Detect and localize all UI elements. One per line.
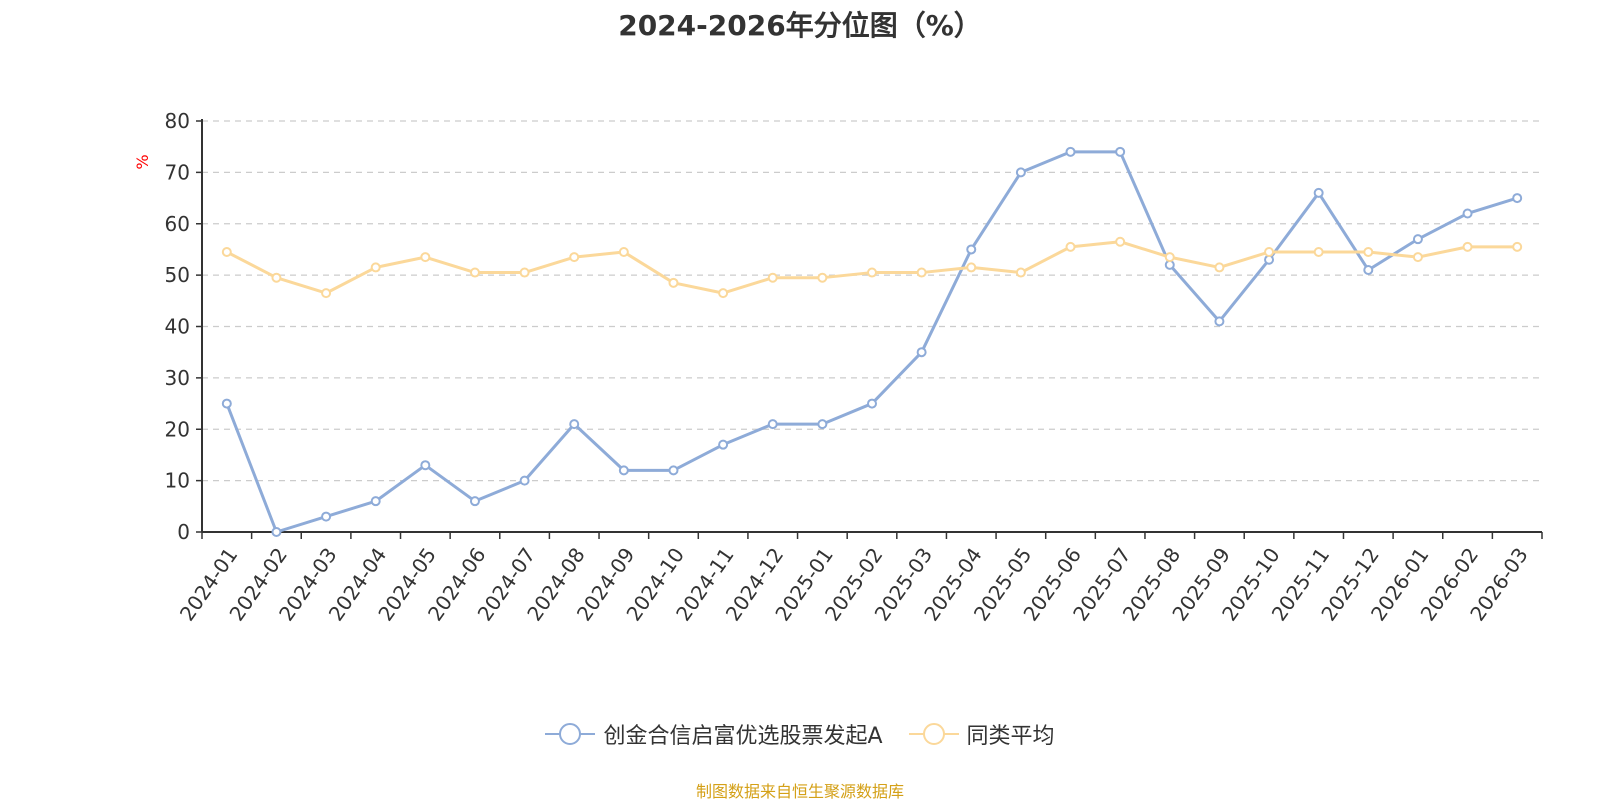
legend-label-average: 同类平均 <box>966 724 1055 749</box>
chart-legend: 创金合信启富优选股票发起A 同类平均 <box>0 718 1600 750</box>
data-point-s0-2024-12[interactable] <box>767 419 778 430</box>
data-point-s1-2024-06[interactable] <box>469 267 480 278</box>
chart-title: 2024-2026年分位图（%） <box>618 9 982 42</box>
data-source-note: 制图数据来自恒生聚源数据库 <box>695 782 904 801</box>
data-point-s1-2025-04[interactable] <box>966 262 977 273</box>
data-point-s0-2024-07[interactable] <box>519 475 530 486</box>
data-point-s0-2025-05[interactable] <box>1015 167 1026 178</box>
legend-label-fund: 创金合信启富优选股票发起A <box>603 724 883 749</box>
data-point-s0-2025-03[interactable] <box>916 347 927 358</box>
data-point-s1-2025-02[interactable] <box>867 267 877 278</box>
data-point-s1-2025-12[interactable] <box>1363 247 1374 258</box>
data-point-s0-2024-04[interactable] <box>370 496 381 507</box>
data-point-s0-2025-06[interactable] <box>1065 146 1076 157</box>
data-point-s0-2024-10[interactable] <box>668 465 679 476</box>
y-tick-label-60: 60 <box>165 212 190 236</box>
y-tick-label-70: 70 <box>165 160 190 184</box>
data-point-s0-2025-01[interactable] <box>817 419 828 430</box>
y-tick-label-40: 40 <box>165 315 190 339</box>
legend-item-fund[interactable]: 创金合信启富优选股票发起A <box>545 718 883 750</box>
series-line-1 <box>226 240 1518 295</box>
series-line-0 <box>225 150 1518 534</box>
data-point-s1-2024-02[interactable] <box>271 272 282 283</box>
data-point-s1-2025-10[interactable] <box>1264 247 1275 258</box>
data-point-s0-2026-01[interactable] <box>1412 234 1423 245</box>
y-tick-label-10: 10 <box>165 469 190 493</box>
data-point-s0-2026-02[interactable] <box>1462 208 1473 219</box>
data-point-s1-2026-01[interactable] <box>1412 252 1423 263</box>
data-point-s0-2024-02[interactable] <box>271 527 282 537</box>
data-point-s0-2025-09[interactable] <box>1214 316 1225 327</box>
data-point-s1-2025-03[interactable] <box>916 267 927 278</box>
data-point-s1-2025-09[interactable] <box>1214 262 1225 273</box>
data-point-s1-2024-12[interactable] <box>767 272 778 283</box>
data-point-s0-2025-04[interactable] <box>966 244 977 255</box>
line-chart: % 010203040506070802024-012024-022024-03… <box>133 109 1543 625</box>
data-point-s1-2024-03[interactable] <box>321 288 332 299</box>
data-point-s1-2024-07[interactable] <box>519 267 530 278</box>
data-point-s1-2025-11[interactable] <box>1313 247 1324 258</box>
data-point-s0-2024-06[interactable] <box>469 496 480 507</box>
y-tick-label-20: 20 <box>165 417 190 441</box>
data-point-s0-2025-12[interactable] <box>1363 264 1374 275</box>
data-point-s1-2025-05[interactable] <box>1015 267 1026 278</box>
data-point-s0-2025-07[interactable] <box>1115 146 1126 157</box>
y-tick-label-30: 30 <box>165 366 190 390</box>
data-point-s1-2026-02[interactable] <box>1462 241 1473 252</box>
data-point-s1-2025-06[interactable] <box>1065 241 1076 252</box>
data-point-s0-2024-01[interactable] <box>221 398 232 409</box>
data-point-s0-2025-02[interactable] <box>867 398 877 409</box>
data-point-s0-2024-03[interactable] <box>321 511 332 522</box>
data-point-s1-2024-04[interactable] <box>370 262 381 273</box>
y-axis-unit-label: % <box>133 154 152 169</box>
data-point-s1-2024-08[interactable] <box>569 252 580 263</box>
data-point-s1-2024-01[interactable] <box>221 247 232 258</box>
y-tick-label-0: 0 <box>177 520 190 544</box>
data-point-s1-2024-11[interactable] <box>718 288 729 299</box>
legend-item-average[interactable]: 同类平均 <box>908 718 1055 750</box>
data-point-s0-2024-08[interactable] <box>569 419 580 430</box>
data-point-s0-2024-09[interactable] <box>618 465 629 476</box>
data-point-s1-2025-08[interactable] <box>1164 252 1175 263</box>
data-point-s0-2026-03[interactable] <box>1512 193 1523 204</box>
data-point-s1-2024-05[interactable] <box>420 252 431 263</box>
data-point-s0-2024-11[interactable] <box>718 439 729 450</box>
data-point-s1-2024-10[interactable] <box>668 277 679 288</box>
legend-swatch-fund-icon <box>545 723 596 745</box>
data-point-s1-2025-07[interactable] <box>1115 236 1126 247</box>
y-tick-label-50: 50 <box>165 263 190 287</box>
data-point-s0-2024-05[interactable] <box>420 460 431 471</box>
data-point-s0-2025-11[interactable] <box>1313 187 1324 198</box>
data-point-s1-2025-01[interactable] <box>817 272 828 283</box>
legend-swatch-average-icon <box>908 723 959 745</box>
data-point-s1-2026-03[interactable] <box>1512 241 1523 252</box>
y-tick-label-80: 80 <box>165 109 190 133</box>
data-point-s1-2024-09[interactable] <box>618 247 629 258</box>
